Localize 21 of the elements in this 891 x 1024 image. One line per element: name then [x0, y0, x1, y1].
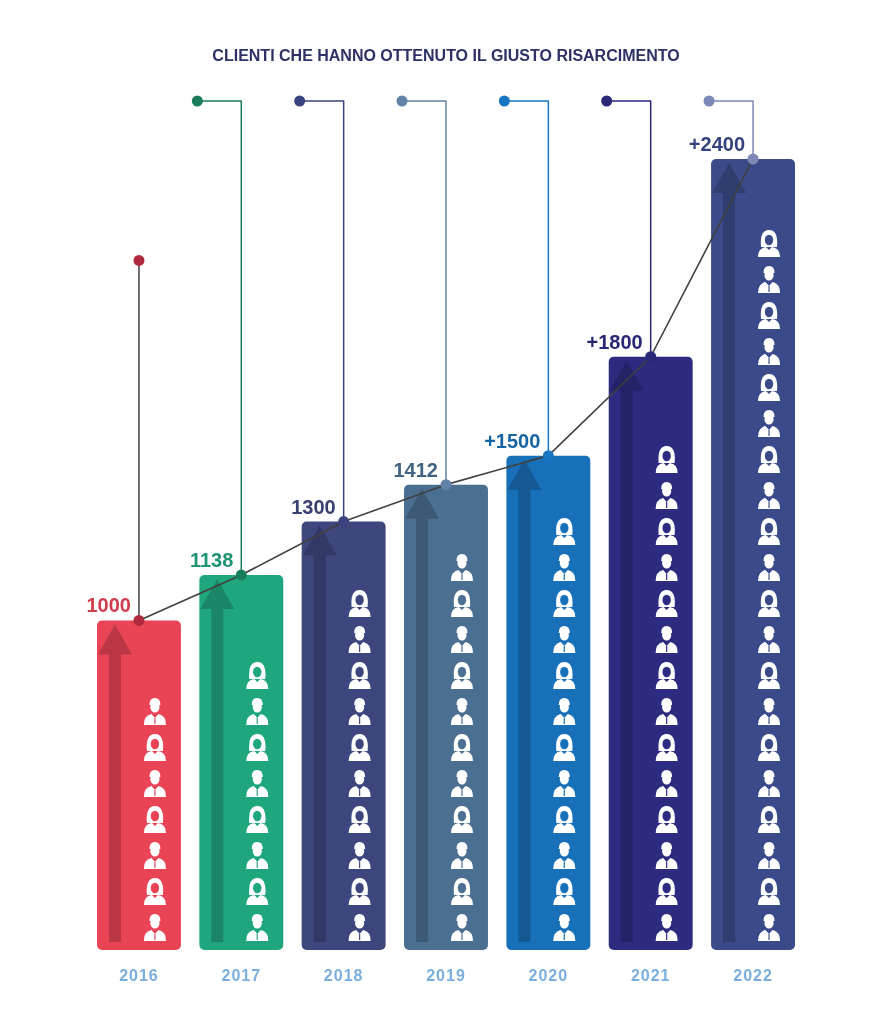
- data-label: +1500: [484, 429, 541, 452]
- point: [542, 450, 554, 462]
- chart-title: CLIENTI CHE HANNO OTTENUTO IL GIUSTO RISARCIMENTO: [212, 47, 680, 64]
- point: [235, 569, 247, 581]
- data-label: 1300: [291, 495, 336, 518]
- x-tick-label: 2018: [323, 967, 364, 984]
- point: [133, 614, 145, 626]
- x-tick-label: 2017: [221, 967, 262, 984]
- x-tick-label: 2022: [733, 967, 773, 984]
- point: [747, 153, 759, 165]
- x-tick-label: 2020: [528, 967, 569, 984]
- data-label: 1000: [86, 594, 131, 617]
- point: [645, 351, 657, 363]
- point: [440, 479, 452, 491]
- data-label: +2400: [688, 133, 746, 155]
- x-tick-label: 2019: [426, 967, 466, 984]
- data-label: 1138: [189, 548, 234, 571]
- x-tick-label: 2021: [630, 967, 671, 984]
- data-label: +1800: [586, 330, 643, 353]
- x-tick-label: 2016: [119, 967, 159, 984]
- data-label: 1412: [393, 458, 438, 481]
